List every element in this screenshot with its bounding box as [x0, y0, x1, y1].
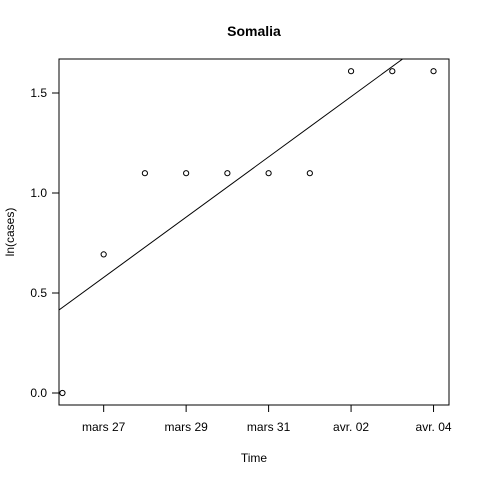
data-point: [141, 170, 149, 177]
x-tick-label: avr. 02: [333, 420, 369, 434]
data-point: [306, 170, 313, 177]
fit-line: [59, 59, 403, 311]
y-axis: 0.0 0.5 1.0 1.5: [30, 86, 60, 400]
y-axis-label: ln(cases): [3, 208, 17, 257]
data-point: [430, 68, 437, 75]
data-point: [100, 251, 107, 258]
data-point: [183, 170, 190, 177]
y-tick-label: 0.0: [30, 386, 47, 400]
data-point: [389, 68, 396, 75]
data-point: [224, 170, 231, 177]
y-tick-label: 1.5: [30, 86, 47, 100]
x-tick-label: mars 29: [164, 420, 208, 434]
x-tick-label: mars 31: [247, 420, 291, 434]
fit-line-group: [59, 59, 403, 311]
data-point: [59, 389, 66, 397]
data-point: [347, 68, 355, 75]
chart-title: Somalia: [227, 23, 281, 39]
plot-box: [58, 58, 450, 406]
data-point: [265, 170, 272, 177]
x-axis: mars 27 mars 29 mars 31 avr. 02 avr. 04: [82, 404, 452, 434]
points-group: [59, 68, 437, 397]
x-axis-label: Time: [241, 451, 268, 465]
y-tick-label: 0.5: [30, 286, 47, 300]
x-tick-label: avr. 04: [416, 420, 452, 434]
y-tick-label: 1.0: [30, 186, 47, 200]
x-tick-label: mars 27: [82, 420, 126, 434]
